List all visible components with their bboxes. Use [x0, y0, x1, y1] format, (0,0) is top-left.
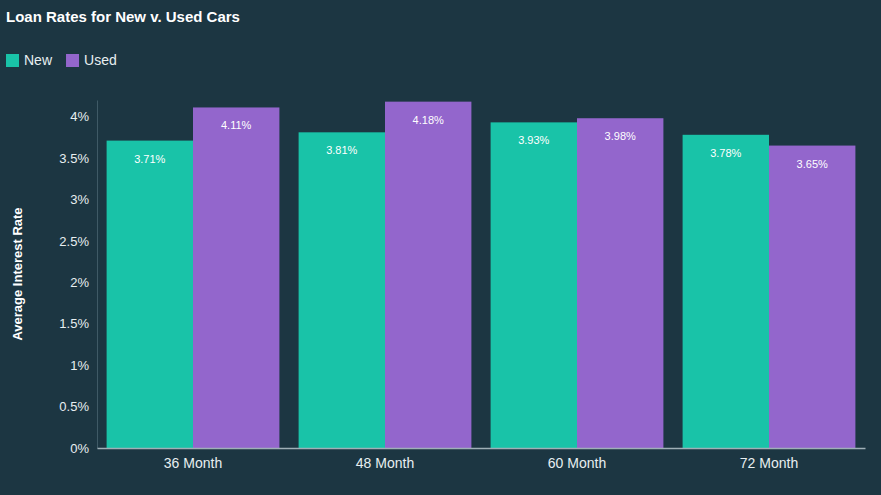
bar — [491, 122, 577, 448]
bar — [193, 107, 279, 448]
title: Loan Rates for New v. Used Cars — [6, 8, 240, 25]
bar — [683, 135, 769, 448]
x-tick-label: 72 Month — [740, 455, 798, 471]
data-labels: 3.71% 3.81% 3.93% 3.78% 4.11% 4.18% 3.98% 3.65% — [134, 114, 828, 170]
y-tick-label: 0% — [70, 441, 89, 456]
y-tick-label: 4% — [70, 109, 89, 124]
bar — [299, 132, 385, 448]
x-axis: 36 Month 48 Month 60 Month 72 Month — [98, 448, 866, 471]
y-tick: 1.5% — [59, 316, 97, 331]
legend-label: Used — [84, 52, 117, 68]
legend-item: Used — [66, 52, 117, 68]
x-tick: 36 Month — [164, 448, 222, 471]
y-tick: 0.5% — [59, 399, 97, 414]
x-axis-line — [98, 448, 866, 450]
bar — [385, 102, 471, 448]
y-tick-label: 1.5% — [59, 316, 89, 331]
x-tick: 60 Month — [548, 448, 606, 471]
y-tick: 2.5% — [59, 234, 97, 249]
y-tick: 3% — [70, 192, 97, 207]
data-label: 3.81% — [326, 144, 357, 156]
data-label: 4.11% — [221, 119, 252, 131]
y-tick-label: 3.5% — [59, 151, 89, 166]
bar — [577, 118, 663, 448]
y-axis-title: Average Interest Rate — [10, 207, 25, 340]
y-tick: 0% — [70, 441, 97, 456]
data-label: 3.93% — [518, 134, 549, 146]
y-tick-label: 1% — [70, 358, 89, 373]
data-label: 3.98% — [605, 130, 636, 142]
y-tick: 1% — [70, 358, 97, 373]
y-tick: 4% — [70, 109, 97, 124]
plot: 3.71% 3.81% 3.93% 3.78% 4.11% 4.18% 3.98% 3.65%… — [59, 101, 865, 471]
data-label: 4.18% — [413, 114, 444, 126]
data-label: 3.71% — [134, 153, 165, 165]
x-tick-label: 36 Month — [164, 455, 222, 471]
background — [0, 0, 881, 495]
y-tick: 2% — [70, 275, 97, 290]
y-tick-label: 3% — [70, 192, 89, 207]
bar — [107, 141, 193, 448]
bars — [107, 102, 856, 448]
bar — [769, 146, 855, 448]
legend: New Used — [6, 52, 117, 68]
y-tick: 3.5% — [59, 151, 97, 166]
legend-label: New — [24, 52, 53, 68]
y-axis: 0% 0.5% 1% 1.5% 2% 2.5% 3% 3.5% 4% — [59, 101, 97, 456]
x-tick: 72 Month — [740, 448, 798, 471]
legend-swatch — [6, 54, 19, 67]
x-tick: 48 Month — [356, 448, 414, 471]
legend-swatch — [66, 54, 79, 67]
chart: Loan Rates for New v. Used Cars New Used 3.… — [0, 0, 881, 495]
y-axis-line — [97, 101, 98, 449]
y-tick-label: 0.5% — [59, 399, 89, 414]
y-tick-label: 2% — [70, 275, 89, 290]
data-label: 3.65% — [797, 158, 828, 170]
x-tick-label: 48 Month — [356, 455, 414, 471]
legend-item: New — [6, 52, 53, 68]
x-tick-label: 60 Month — [548, 455, 606, 471]
y-tick-label: 2.5% — [59, 234, 89, 249]
data-label: 3.78% — [710, 147, 741, 159]
